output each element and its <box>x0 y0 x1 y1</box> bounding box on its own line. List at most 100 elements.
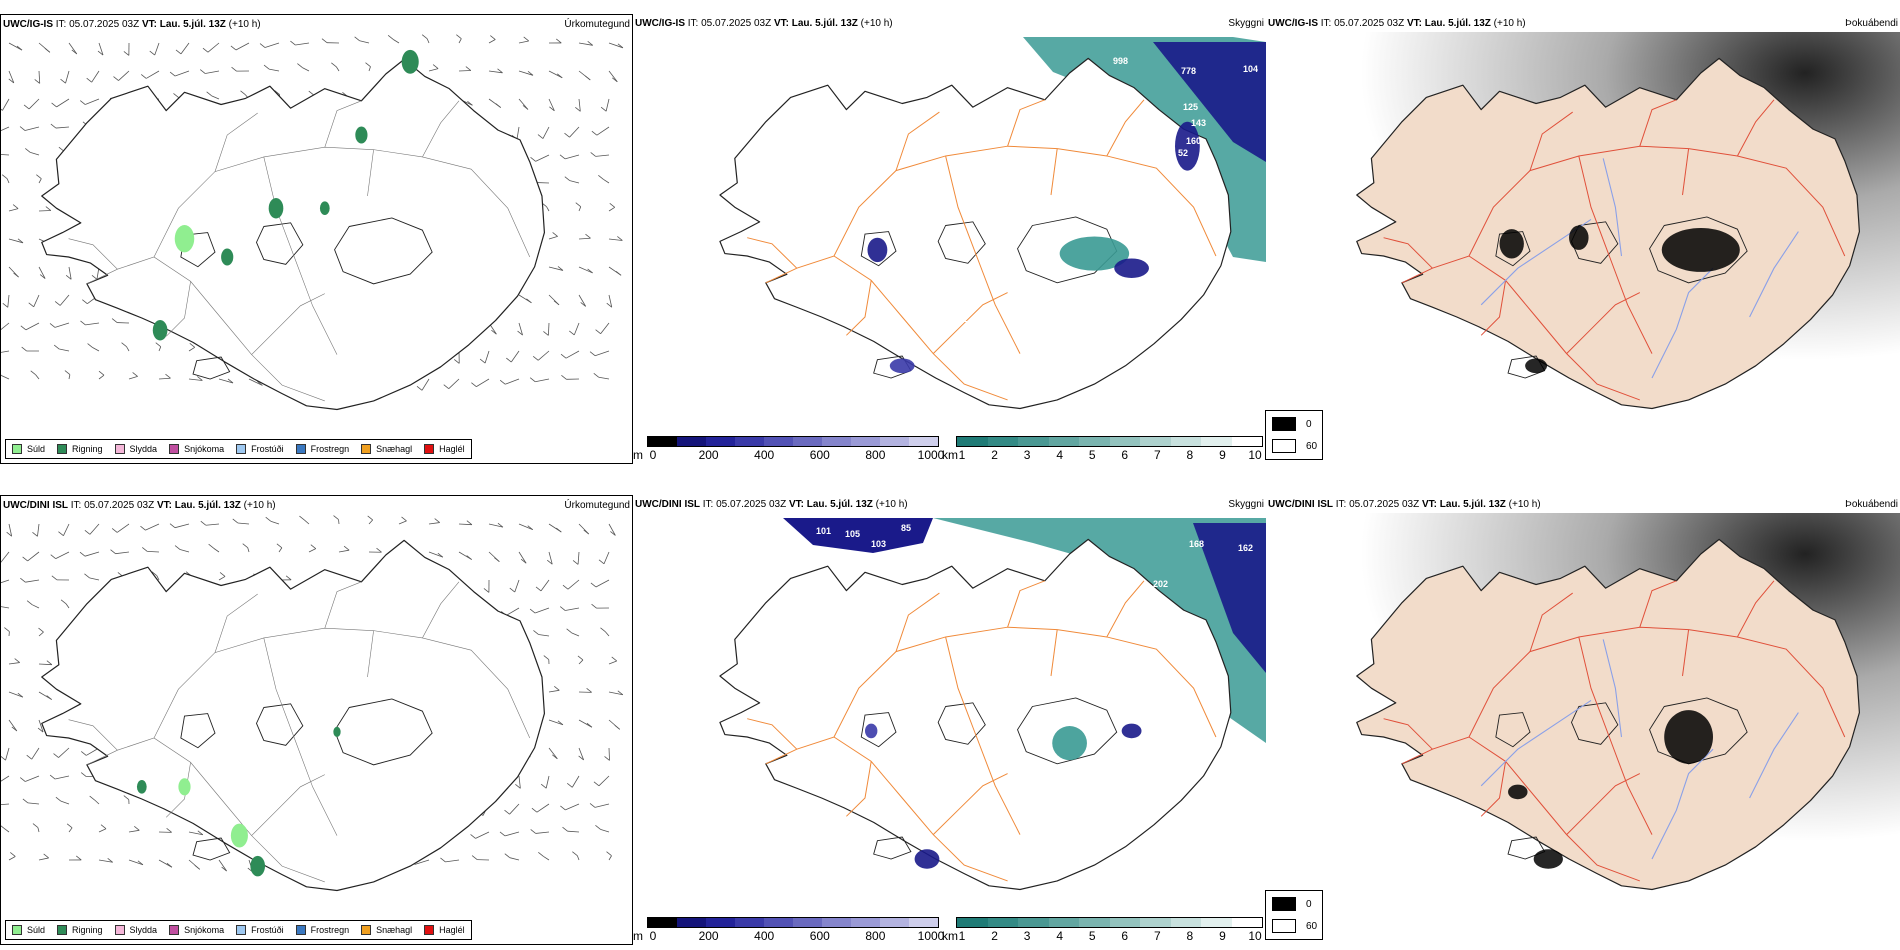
vis-map-row2: 101 105 85 103 168 162 07 189 202 187 21 4 36 <box>719 518 1266 891</box>
ptype-legend-label: Snæhagl <box>376 925 413 935</box>
visibility-value-label: 21 <box>829 763 839 773</box>
colorbar-tick-label: 9 <box>1219 929 1226 943</box>
ptype-legend-row2: Súld Rigning Slydda Snjókoma Frostúði Frostre… <box>5 920 472 940</box>
colorbar-bin <box>1231 918 1262 927</box>
colorbar-bin <box>987 918 1018 927</box>
visibility-value-label: 189 <box>1116 581 1131 591</box>
ptype-legend-label: Frostúði <box>251 444 284 454</box>
colorbar-bin <box>706 437 735 446</box>
ptype-legend-label: Snæhagl <box>376 444 413 454</box>
colorbar-bin <box>764 918 793 927</box>
colorbar-tick-label: 7 <box>1153 448 1161 462</box>
colorbar-bin <box>909 437 938 446</box>
visibility-value-label: 07 <box>1098 565 1108 575</box>
ptype-legend-item: Frostúði <box>236 925 284 935</box>
vis-panel-row2: UWC/DINI ISL IT: 05.07.2025 03Z VT: Lau.… <box>633 495 1266 945</box>
colorbar-unit: km <box>942 448 958 462</box>
colorbar-bin <box>677 437 706 446</box>
colorbar-tick-label: 4 <box>1056 448 1063 462</box>
colorbar-bin <box>1201 918 1232 927</box>
ptype-legend-item: Snæhagl <box>361 444 412 454</box>
ptype-legend-label: Haglél <box>439 925 465 935</box>
colorbar-tick-label: 10 <box>1248 929 1262 943</box>
colorbar-tick-label: 1000 <box>917 448 945 462</box>
colorbar-strip <box>647 436 939 447</box>
colorbar-tick-label: 8 <box>1186 929 1194 943</box>
fog-legend-row: 60 <box>1272 919 1317 933</box>
colorbar-unit: m <box>633 448 643 462</box>
colorbar-bin <box>851 437 880 446</box>
fog-legend-row2: 0 60 <box>1265 890 1323 940</box>
colorbar-tick-label: 2 <box>991 929 998 943</box>
colorbar-bin <box>822 437 851 446</box>
colorbar-tick-label: 600 <box>809 448 830 462</box>
ptype-panel-row1: UWC/IG-IS IT: 05.07.2025 03Z VT: Lau. 5.… <box>0 14 633 464</box>
ptype-legend-item: Snæhagl <box>361 925 412 935</box>
ptype-title-row2: UWC/DINI ISL IT: 05.07.2025 03Z VT: Lau.… <box>3 500 276 511</box>
ptype-legend-swatch <box>57 444 68 454</box>
fog-legend-value: 60 <box>1306 920 1318 932</box>
ptype-legend-label: Frostúði <box>251 925 284 935</box>
ptype-legend-swatch <box>114 925 125 935</box>
colorbar-strip <box>956 917 1263 928</box>
colorbar-bin <box>1109 918 1140 927</box>
ptype-legend-item: Súld <box>12 925 45 935</box>
colorbar-bin <box>1140 918 1171 927</box>
ptype-map-row2 <box>1 515 624 892</box>
visibility-value-label: 160 <box>1186 136 1201 146</box>
visibility-value-label: 61 <box>1053 296 1063 306</box>
visibility-value-label: 212 <box>953 314 968 324</box>
ptype-legend-swatch <box>361 444 372 454</box>
colorbar-bin <box>1231 437 1262 446</box>
colorbar-tick-label: 800 <box>865 929 886 943</box>
ptype-legend-label: Súld <box>27 925 46 935</box>
fog-legend-row: 60 <box>1272 439 1317 453</box>
fog-legend-value: 0 <box>1306 898 1312 910</box>
colorbar-bin <box>1079 918 1110 927</box>
colorbar-bin <box>648 918 677 927</box>
ptype-legend-item: Frostregn <box>295 444 349 454</box>
colorbar-bin <box>880 437 909 446</box>
ptype-legend-swatch <box>424 925 435 935</box>
visibility-value-label: 778 <box>1181 66 1196 76</box>
visibility-colorbar-row2: km 1 2 3 4 5 6 7 8 9 10 <box>942 917 1263 945</box>
colorbar-tick-label: 3 <box>1023 929 1031 943</box>
colorbar-unit: km <box>942 929 958 943</box>
colorbar-bin <box>880 918 909 927</box>
vis-title-row1: UWC/IG-IS IT: 05.07.2025 03Z VT: Lau. 5.… <box>635 18 893 29</box>
visibility-value-label: 36 <box>911 867 921 877</box>
ptype-legend-item: Slydda <box>114 925 158 935</box>
ptype-legend-label: Slydda <box>129 925 158 935</box>
ptype-legend-swatch <box>12 444 22 454</box>
visibility-value-label: 101 <box>816 526 831 536</box>
colorbar-bin <box>822 918 851 927</box>
visibility-value-label: 30 <box>1093 99 1103 109</box>
colorbar-tick-label: 8 <box>1186 448 1194 462</box>
colorbar-tick-label: 5 <box>1088 448 1096 462</box>
cloud-base-colorbar-row1: m 0 200 400 600 800 1000 <box>633 436 944 464</box>
ptype-legend-item: Súld <box>12 444 45 454</box>
colorbar-bin <box>764 437 793 446</box>
ptype-legend-label: Snjókoma <box>184 444 225 454</box>
ptype-legend-swatch <box>57 925 68 935</box>
colorbar-strip <box>647 917 939 928</box>
ptype-legend-item: Frostúði <box>236 444 284 454</box>
fog-legend-row: 0 <box>1272 417 1312 431</box>
visibility-value-label: 4 <box>879 845 884 855</box>
fog-legend-swatch <box>1272 417 1296 431</box>
fog-legend-value: 60 <box>1306 440 1318 452</box>
ptype-legend-item: Snjókoma <box>169 925 224 935</box>
ptype-legend-label: Slydda <box>129 444 158 454</box>
colorbar-bin <box>1048 918 1079 927</box>
colorbar-bin <box>706 918 735 927</box>
ptype-legend-label: Rigning <box>72 925 103 935</box>
colorbar-bin <box>1079 437 1110 446</box>
ptype-panel-label-row1: Úrkomutegund <box>564 19 630 30</box>
ptype-legend-swatch <box>361 925 372 935</box>
ptype-map-row1 <box>1 34 624 411</box>
colorbar-bin <box>1048 437 1079 446</box>
visibility-value-label: 125 <box>1183 102 1198 112</box>
colorbar-tick-label: 1 <box>958 929 966 943</box>
ptype-title-row1: UWC/IG-IS IT: 05.07.2025 03Z VT: Lau. 5.… <box>3 19 261 30</box>
fog-title-row2: UWC/DINI ISL IT: 05.07.2025 03Z VT: Lau.… <box>1268 499 1541 510</box>
